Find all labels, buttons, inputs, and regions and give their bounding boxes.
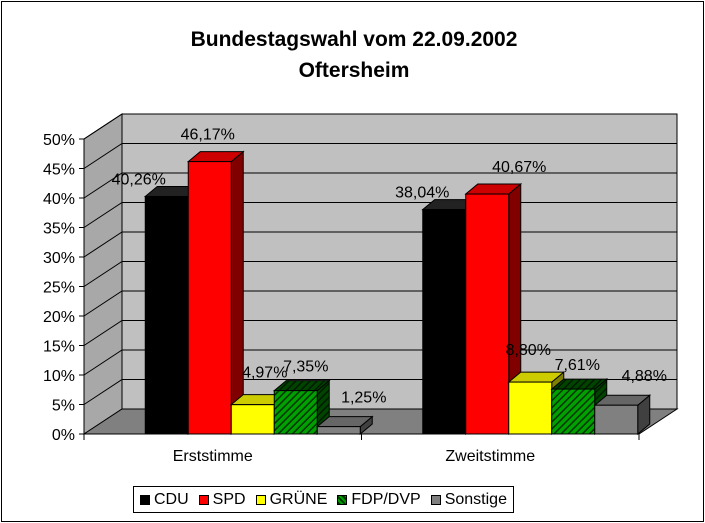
data-label: 40,26% bbox=[112, 171, 166, 188]
category-label: Erststimme bbox=[173, 448, 253, 465]
gridline bbox=[83, 172, 677, 199]
data-label: 46,17% bbox=[181, 127, 235, 144]
y-tick-label: 25% bbox=[43, 280, 75, 297]
bar-spd-zweitstimme bbox=[465, 193, 510, 435]
bar-gr-ne-zweitstimme bbox=[508, 381, 553, 435]
legend-swatch bbox=[198, 494, 209, 505]
y-tick-label: 0% bbox=[52, 427, 75, 444]
legend-label: SPD bbox=[212, 490, 246, 508]
data-label: 8,80% bbox=[506, 342, 551, 359]
y-tick-label: 40% bbox=[43, 191, 75, 208]
y-tick-label: 45% bbox=[43, 162, 75, 179]
bar-fdp-dvp-zweitstimme bbox=[551, 388, 596, 435]
plot-area: 0% 5% 10% 15% 20% 25% 30% 35% 40% 45% 50% Erststimm… bbox=[43, 113, 679, 465]
bar-spd-erststimme bbox=[187, 161, 232, 435]
y-tick-label: 15% bbox=[43, 339, 75, 356]
y-tick-label: 35% bbox=[43, 221, 75, 238]
legend: CDU SPD GRÜNE FDP/DVP Sonstige bbox=[133, 486, 514, 513]
legend-label: Sonstige bbox=[444, 490, 507, 508]
legend-label: FDP/DVP bbox=[351, 490, 421, 508]
bar-gr-ne-erststimme bbox=[230, 404, 275, 435]
gridline bbox=[83, 113, 677, 140]
y-tick-label: 50% bbox=[43, 132, 75, 149]
data-label: 1,25% bbox=[341, 390, 386, 407]
y-tick-label: 5% bbox=[52, 398, 75, 415]
bar-sonstige-zweitstimme bbox=[594, 404, 639, 435]
legend-item: CDU bbox=[140, 491, 189, 509]
legend-swatch bbox=[430, 494, 441, 505]
gridline bbox=[83, 143, 677, 169]
bar-sonstige-erststimme bbox=[316, 426, 361, 435]
legend-label: GRÜNE bbox=[269, 490, 328, 508]
chart-title: Bundestagswahl vom 22.09.2002 bbox=[191, 28, 518, 51]
data-label: 40,67% bbox=[492, 159, 546, 176]
legend-item: Sonstige bbox=[430, 490, 507, 509]
legend-item: FDP/DVP bbox=[337, 490, 421, 509]
legend-item: SPD bbox=[198, 490, 246, 509]
y-tick-label: 20% bbox=[43, 309, 75, 326]
legend-item: GRÜNE bbox=[255, 490, 328, 509]
data-label: 4,88% bbox=[622, 368, 667, 385]
data-label: 38,04% bbox=[395, 185, 449, 202]
bar-spd-erststimme-side bbox=[230, 150, 244, 436]
data-label: 7,35% bbox=[283, 359, 328, 376]
category-label: Zweitstimme bbox=[445, 448, 535, 465]
legend-swatch bbox=[255, 494, 266, 505]
legend-swatch bbox=[337, 494, 348, 505]
chart-subtitle: Oftersheim bbox=[299, 59, 410, 82]
bar-cdu-erststimme bbox=[144, 195, 189, 435]
legend-label: CDU bbox=[154, 490, 189, 508]
data-label: 7,61% bbox=[555, 357, 600, 374]
data-label: 4,97% bbox=[242, 365, 287, 382]
y-tick-label: 10% bbox=[43, 368, 75, 385]
bar-fdp-dvp-erststimme bbox=[273, 390, 318, 435]
bar-cdu-zweitstimme bbox=[422, 209, 467, 435]
y-tick-label: 30% bbox=[43, 250, 75, 267]
legend-swatch bbox=[140, 494, 150, 505]
